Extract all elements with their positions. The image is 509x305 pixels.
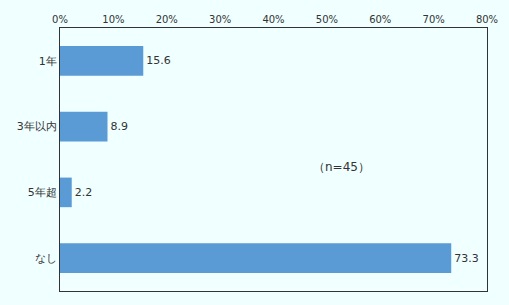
svg-text:2.2: 2.2 <box>75 186 93 199</box>
svg-text:5年超: 5年超 <box>28 186 57 199</box>
svg-text:50%: 50% <box>316 14 338 25</box>
svg-text:70%: 70% <box>423 14 445 25</box>
svg-text:30%: 30% <box>209 14 231 25</box>
svg-text:（n=45）: （n=45） <box>313 160 370 174</box>
svg-text:10%: 10% <box>102 14 124 25</box>
svg-text:0%: 0% <box>52 14 68 25</box>
svg-text:60%: 60% <box>369 14 391 25</box>
svg-text:15.6: 15.6 <box>146 54 171 67</box>
svg-text:1年: 1年 <box>39 55 57 68</box>
svg-text:73.3: 73.3 <box>454 252 479 265</box>
svg-text:20%: 20% <box>156 14 178 25</box>
svg-text:なし: なし <box>35 252 57 265</box>
svg-text:40%: 40% <box>262 14 284 25</box>
svg-text:8.9: 8.9 <box>111 120 129 133</box>
svg-text:3年以内: 3年以内 <box>17 120 57 133</box>
svg-text:80%: 80% <box>476 14 498 25</box>
